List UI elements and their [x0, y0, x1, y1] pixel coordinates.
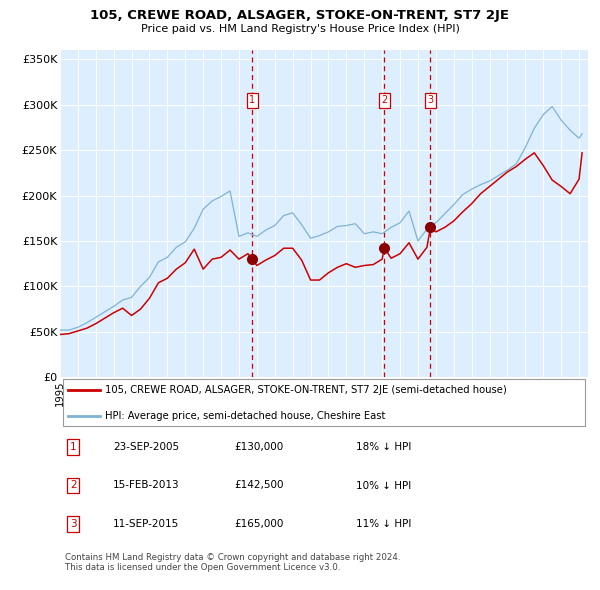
Text: 18% ↓ HPI: 18% ↓ HPI: [356, 441, 411, 451]
Text: 11-SEP-2015: 11-SEP-2015: [113, 519, 179, 529]
Text: Contains HM Land Registry data © Crown copyright and database right 2024.
This d: Contains HM Land Registry data © Crown c…: [65, 553, 401, 572]
Text: 3: 3: [427, 95, 434, 105]
Text: HPI: Average price, semi-detached house, Cheshire East: HPI: Average price, semi-detached house,…: [105, 411, 385, 421]
Text: £142,500: £142,500: [234, 480, 284, 490]
Text: 2: 2: [70, 480, 77, 490]
Text: 15-FEB-2013: 15-FEB-2013: [113, 480, 179, 490]
Text: 10% ↓ HPI: 10% ↓ HPI: [356, 480, 411, 490]
Text: 2: 2: [381, 95, 388, 105]
Text: 3: 3: [70, 519, 77, 529]
Text: 1: 1: [70, 441, 77, 451]
Text: 105, CREWE ROAD, ALSAGER, STOKE-ON-TRENT, ST7 2JE: 105, CREWE ROAD, ALSAGER, STOKE-ON-TRENT…: [91, 9, 509, 22]
Text: 105, CREWE ROAD, ALSAGER, STOKE-ON-TRENT, ST7 2JE (semi-detached house): 105, CREWE ROAD, ALSAGER, STOKE-ON-TRENT…: [105, 385, 506, 395]
Text: Price paid vs. HM Land Registry's House Price Index (HPI): Price paid vs. HM Land Registry's House …: [140, 24, 460, 34]
FancyBboxPatch shape: [62, 379, 585, 426]
Text: £130,000: £130,000: [234, 441, 283, 451]
Text: 23-SEP-2005: 23-SEP-2005: [113, 441, 179, 451]
Text: £165,000: £165,000: [234, 519, 284, 529]
Text: 1: 1: [249, 95, 255, 105]
Text: 11% ↓ HPI: 11% ↓ HPI: [356, 519, 411, 529]
